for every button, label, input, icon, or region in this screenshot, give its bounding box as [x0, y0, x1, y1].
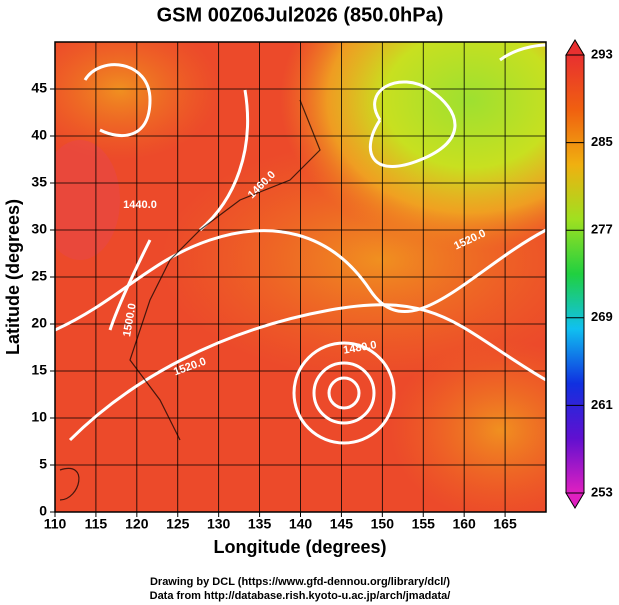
y-tick-label: 20	[31, 315, 47, 331]
colorbar	[565, 54, 585, 494]
title: GSM 00Z06Jul2026 (850.0hPa)	[157, 4, 444, 26]
x-tick-label: 165	[493, 516, 517, 532]
x-tick-label: 110	[44, 516, 67, 532]
y-tick-label: 35	[31, 174, 47, 190]
field	[55, 42, 546, 512]
x-tick-label: 115	[85, 516, 108, 532]
x-tick-label: 145	[330, 516, 354, 532]
y-tick-label: 45	[31, 80, 47, 96]
y-tick-label: 15	[31, 362, 47, 378]
colorbar-tick-label: 269	[591, 309, 613, 324]
contour-label: 1500.0	[121, 302, 139, 337]
colorbar-tick-label: 285	[591, 134, 613, 149]
contour-label: 1440.0	[123, 199, 157, 211]
colorbar-cap	[565, 492, 585, 509]
y-tick-label: 25	[31, 268, 47, 284]
x-tick-label: 140	[289, 516, 313, 532]
colorbar-tick-label: 277	[591, 222, 613, 237]
colorbar-tick-label: 261	[591, 397, 613, 412]
colorbar-tick-label: 293	[591, 46, 613, 61]
x-tick-label: 155	[412, 516, 436, 532]
contour-label: 1480.0	[342, 339, 377, 357]
y-axis-label: Latitude (degrees)	[3, 199, 23, 355]
footer-line: Drawing by DCL (https://www.gfd-dennou.o…	[150, 576, 450, 588]
y-tick-label: 40	[31, 127, 47, 143]
x-tick-label: 135	[248, 516, 272, 532]
x-tick-label: 125	[166, 516, 190, 532]
footer-line: Data from http://database.rish.kyoto-u.a…	[150, 590, 451, 602]
x-tick-label: 160	[452, 516, 476, 532]
x-tick-label: 150	[371, 516, 395, 532]
y-tick-label: 30	[31, 221, 47, 237]
y-tick-label: 10	[31, 409, 47, 425]
x-axis-label: Longitude (degrees)	[213, 537, 386, 557]
y-tick-label: 0	[39, 503, 47, 519]
x-tick-label: 120	[125, 516, 149, 532]
x-tick-label: 130	[207, 516, 231, 532]
y-tick-label: 5	[39, 456, 47, 472]
colorbar-tick-label: 253	[591, 484, 613, 499]
colorbar-cap	[565, 39, 585, 56]
